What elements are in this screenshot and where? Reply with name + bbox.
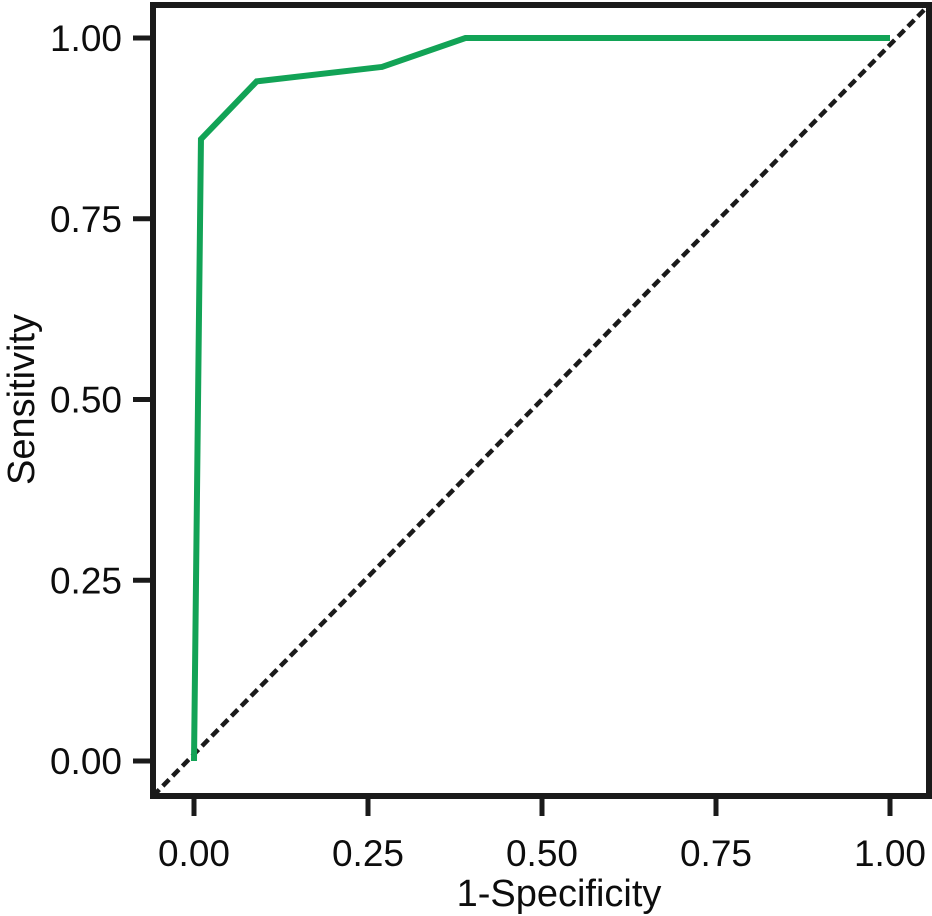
reference-line <box>151 3 931 798</box>
x-tick-label: 0.00 <box>158 833 230 874</box>
x-axis-ticks: 0.00 0.25 0.50 0.75 1.00 <box>158 796 926 874</box>
x-tick-label: 0.50 <box>506 833 578 874</box>
y-tick-label: 1.00 <box>50 18 122 59</box>
roc-series-group <box>191 35 890 762</box>
reference-line-group <box>151 3 931 798</box>
y-tick-label: 0.25 <box>50 560 122 601</box>
y-axis-title: Sensitivity <box>1 314 43 485</box>
y-axis-ticks: 0.00 0.25 0.50 0.75 1.00 <box>50 18 153 782</box>
x-tick-label: 0.25 <box>332 833 404 874</box>
y-tick-label: 0.00 <box>50 741 122 782</box>
y-tick-label: 0.50 <box>50 380 122 421</box>
x-tick-label: 0.75 <box>680 833 752 874</box>
x-tick-label: 1.00 <box>854 833 926 874</box>
x-axis-title: 1-Specificity <box>457 873 662 915</box>
roc-curve-line <box>191 35 890 762</box>
y-tick-label: 0.75 <box>50 199 122 240</box>
